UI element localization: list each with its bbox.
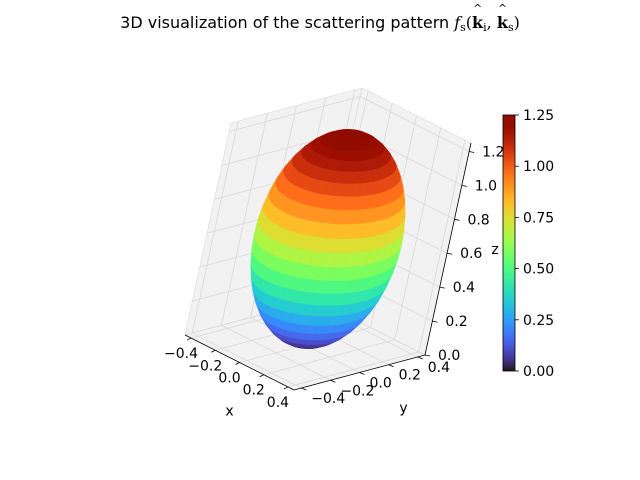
- colorbar: 0.00 0.25 0.50 0.75 1.00 1.25: [502, 108, 554, 380]
- axis-labels: −0.4−0.20.00.20.4 −0.4−0.20.0 0.2 0.40.00.2…: [164, 144, 504, 419]
- z-tick-mark: [424, 354, 431, 357]
- title-paren-close: ): [513, 13, 520, 32]
- z-axis-line: [424, 142, 472, 356]
- surface-facet: [353, 195, 364, 211]
- y-tick-label: 0.2: [399, 368, 421, 384]
- x-tick-mark: [259, 374, 264, 378]
- grid-line: [191, 120, 239, 334]
- z-tick-label: 1.0: [475, 178, 497, 194]
- surface-facet: [350, 151, 357, 162]
- y-tick-label: −0.4: [311, 391, 345, 407]
- title-k-scattered: k: [497, 2, 508, 32]
- surface-facet: [347, 171, 357, 185]
- x-tick-label: 0.2: [243, 383, 265, 399]
- x-tick-label: 0.0: [218, 371, 240, 387]
- surface-facet: [343, 196, 356, 211]
- colorbar-tick-label: 1.25: [523, 108, 554, 124]
- y-tick-mark: [301, 387, 307, 391]
- surface-plot: [250, 128, 406, 350]
- z-tick-mark: [461, 185, 467, 187]
- y-tick-mark: [330, 379, 336, 383]
- z-tick-mark: [454, 218, 460, 221]
- y-axis-title: y: [399, 401, 407, 417]
- grid-line: [229, 96, 361, 132]
- y-tick-label: 0.4: [428, 360, 450, 376]
- colorbar-bar: [502, 114, 516, 372]
- grid-line: [394, 127, 442, 340]
- title-k-scattered-sub: s: [507, 21, 514, 34]
- grid-line: [221, 324, 331, 381]
- colorbar-tick-label: 0.25: [523, 313, 554, 329]
- z-tick-label: 0.6: [460, 246, 482, 262]
- z-tick-mark: [469, 151, 475, 153]
- title-text: 3D visualization of the scattering patte…: [120, 13, 455, 32]
- z-tick-label: 0.2: [445, 314, 467, 330]
- colorbar-tick-label: 0.00: [523, 364, 554, 380]
- surface-facet: [355, 171, 364, 185]
- surface-facet: [387, 201, 395, 219]
- title-math: fs(ki, ks): [454, 2, 520, 34]
- grid-line: [220, 113, 268, 326]
- z-tick-label: 0.4: [453, 280, 475, 296]
- y-tick-mark: [417, 356, 423, 360]
- x-axis-title: x: [225, 404, 233, 420]
- x-tick-label: 0.4: [267, 395, 289, 411]
- title-k-incident: k: [472, 2, 483, 32]
- surface-facet: [380, 203, 389, 221]
- title-f: f: [454, 13, 461, 32]
- surface-facet: [371, 193, 381, 209]
- title-paren-open: (: [465, 13, 473, 32]
- surface-facet: [345, 183, 357, 198]
- y-tick-mark: [388, 364, 394, 368]
- y-tick-mark: [359, 372, 365, 375]
- x-tick-label: −0.2: [188, 358, 222, 374]
- surface-facet: [355, 160, 364, 173]
- surface-facet: [379, 190, 388, 207]
- surface-facet: [362, 194, 373, 210]
- chart-title: 3D visualization of the scattering patte…: [0, 2, 640, 34]
- grid-line: [359, 96, 470, 152]
- surface-facet: [370, 180, 380, 196]
- y-tick-label: −0.2: [340, 383, 374, 399]
- title-k-incident-sub: i: [483, 21, 487, 34]
- title-comma: ,: [486, 13, 497, 32]
- z-tick-mark: [447, 252, 453, 255]
- x-tick-mark: [211, 349, 216, 353]
- surface-facet: [341, 210, 354, 225]
- surface-facet: [363, 182, 373, 197]
- z-axis-title: z: [491, 242, 498, 258]
- grid-line: [418, 139, 466, 353]
- z-tick-label: 0.8: [467, 212, 489, 228]
- title-f-sub: s: [460, 21, 466, 34]
- x-tick-label: −0.4: [164, 346, 198, 362]
- y-tick-label: 0.0: [370, 376, 392, 392]
- colorbar-tick-label: 1.00: [523, 159, 554, 175]
- z-tick-mark: [432, 320, 438, 323]
- surface-facet: [338, 224, 353, 240]
- z-tick-mark: [439, 286, 445, 289]
- surface-facet: [348, 161, 357, 173]
- colorbar-tick-label: 0.50: [523, 262, 554, 278]
- surface-facet: [290, 312, 302, 325]
- x-tick-mark: [186, 337, 192, 341]
- grid-line: [192, 332, 302, 389]
- z-tick-label: 1.2: [482, 144, 504, 160]
- x-tick-mark: [283, 386, 289, 390]
- z-tick-label: 0.0: [438, 348, 460, 364]
- surface-facet: [371, 206, 381, 223]
- surface-facet: [354, 183, 364, 198]
- surface-facet: [361, 208, 373, 224]
- x-tick-mark: [235, 362, 240, 365]
- colorbar-tick-label: 0.75: [523, 210, 554, 226]
- axis-lines: [184, 142, 475, 391]
- surface-facet: [291, 301, 303, 316]
